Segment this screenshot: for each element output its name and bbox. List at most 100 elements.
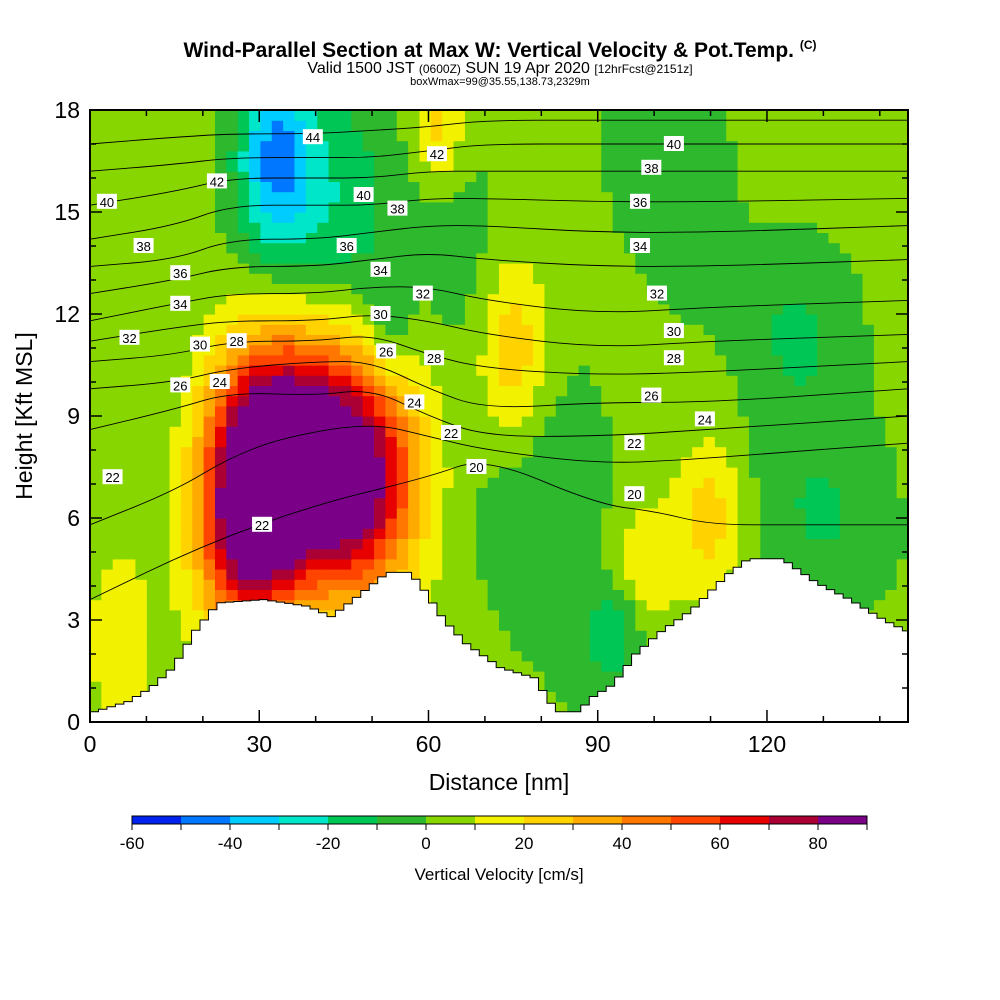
velocity-cell: [453, 344, 466, 356]
velocity-cell: [828, 538, 841, 550]
velocity-cell: [578, 181, 591, 193]
velocity-cell: [101, 405, 114, 417]
velocity-cell: [476, 589, 489, 601]
velocity-cell: [612, 579, 625, 590]
velocity-cell: [555, 497, 568, 509]
velocity-cell: [544, 252, 557, 264]
velocity-cell: [226, 589, 239, 601]
velocity-cell: [112, 293, 125, 305]
velocity-cell: [464, 232, 477, 244]
velocity-cell: [158, 528, 171, 539]
velocity-cell: [180, 599, 193, 611]
velocity-cell: [771, 395, 784, 407]
velocity-cell: [294, 375, 307, 386]
velocity-cell: [124, 671, 137, 682]
velocity-cell: [430, 171, 443, 182]
velocity-cell: [635, 640, 648, 652]
velocity-cell: [805, 569, 818, 580]
velocity-cell: [601, 334, 614, 346]
velocity-cell: [703, 120, 716, 131]
velocity-cell: [760, 232, 773, 244]
velocity-cell: [873, 456, 886, 468]
velocity-cell: [351, 212, 364, 223]
chart-title: Wind-Parallel Section at Max W: Vertical…: [0, 38, 1000, 63]
velocity-cell: [203, 477, 216, 488]
velocity-cell: [419, 242, 432, 254]
velocity-cell: [555, 569, 568, 580]
velocity-cell: [817, 293, 830, 305]
velocity-cell: [430, 497, 443, 509]
velocity-cell: [510, 538, 523, 550]
velocity-cell: [374, 232, 386, 244]
colorbar-swatch: [279, 816, 329, 824]
velocity-cell: [305, 110, 318, 121]
contour-label: 28: [424, 350, 445, 366]
title-main: Wind-Parallel Section at Max W: Vertical…: [183, 39, 794, 62]
velocity-cell: [487, 640, 500, 652]
velocity-cell: [669, 477, 682, 488]
velocity-cell: [533, 569, 546, 580]
velocity-cell: [601, 477, 614, 488]
velocity-cell: [374, 212, 386, 223]
velocity-cell: [635, 518, 648, 529]
velocity-cell: [748, 130, 761, 142]
velocity-cell: [237, 283, 250, 295]
velocity-cell: [851, 497, 864, 509]
velocity-cell: [510, 660, 523, 672]
velocity-cell: [283, 130, 296, 142]
velocity-cell: [794, 538, 807, 550]
velocity-cell: [260, 375, 273, 386]
velocity-cell: [146, 334, 159, 346]
velocity-cell: [737, 150, 750, 162]
velocity-cell: [851, 589, 864, 601]
velocity-cell: [271, 507, 284, 519]
velocity-cell: [237, 405, 250, 417]
velocity-cell: [499, 365, 511, 376]
velocity-cell: [226, 201, 239, 213]
velocity-cell: [646, 579, 659, 590]
velocity-cell: [851, 528, 864, 539]
velocity-cell: [146, 528, 159, 539]
velocity-cell: [124, 150, 137, 162]
velocity-cell: [714, 263, 727, 274]
velocity-cell: [771, 191, 784, 203]
velocity-cell: [669, 487, 682, 499]
velocity-cell: [658, 589, 671, 601]
velocity-cell: [703, 385, 716, 397]
velocity-cell: [828, 110, 841, 121]
velocity-cell: [237, 252, 250, 264]
velocity-cell: [896, 426, 909, 437]
velocity-cell: [260, 436, 273, 448]
velocity-cell: [817, 242, 830, 254]
velocity-cell: [862, 324, 875, 335]
velocity-cell: [419, 191, 432, 203]
velocity-cell: [260, 242, 273, 254]
velocity-cell: [873, 569, 886, 580]
velocity-cell: [124, 395, 137, 407]
velocity-cell: [885, 273, 898, 284]
colorbar-swatch: [720, 816, 770, 824]
velocity-cell: [794, 293, 807, 305]
velocity-cell: [510, 314, 523, 325]
velocity-cell: [214, 477, 227, 488]
velocity-cell: [533, 456, 546, 468]
velocity-cell: [589, 344, 602, 356]
velocity-cell: [805, 334, 818, 346]
velocity-cell: [828, 273, 841, 284]
velocity-cell: [567, 263, 580, 274]
velocity-cell: [124, 416, 137, 427]
velocity-cell: [499, 416, 511, 427]
velocity-cell: [533, 477, 546, 488]
velocity-cell: [203, 110, 216, 121]
velocity-cell: [283, 191, 296, 203]
velocity-cell: [385, 324, 398, 335]
velocity-cell: [601, 375, 614, 386]
velocity-cell: [703, 150, 716, 162]
velocity-cell: [680, 334, 693, 346]
velocity-cell: [305, 242, 318, 254]
velocity-cell: [180, 569, 193, 580]
velocity-cell: [533, 487, 546, 499]
velocity-cell: [476, 426, 489, 437]
velocity-cell: [169, 426, 182, 437]
velocity-cell: [317, 201, 330, 213]
